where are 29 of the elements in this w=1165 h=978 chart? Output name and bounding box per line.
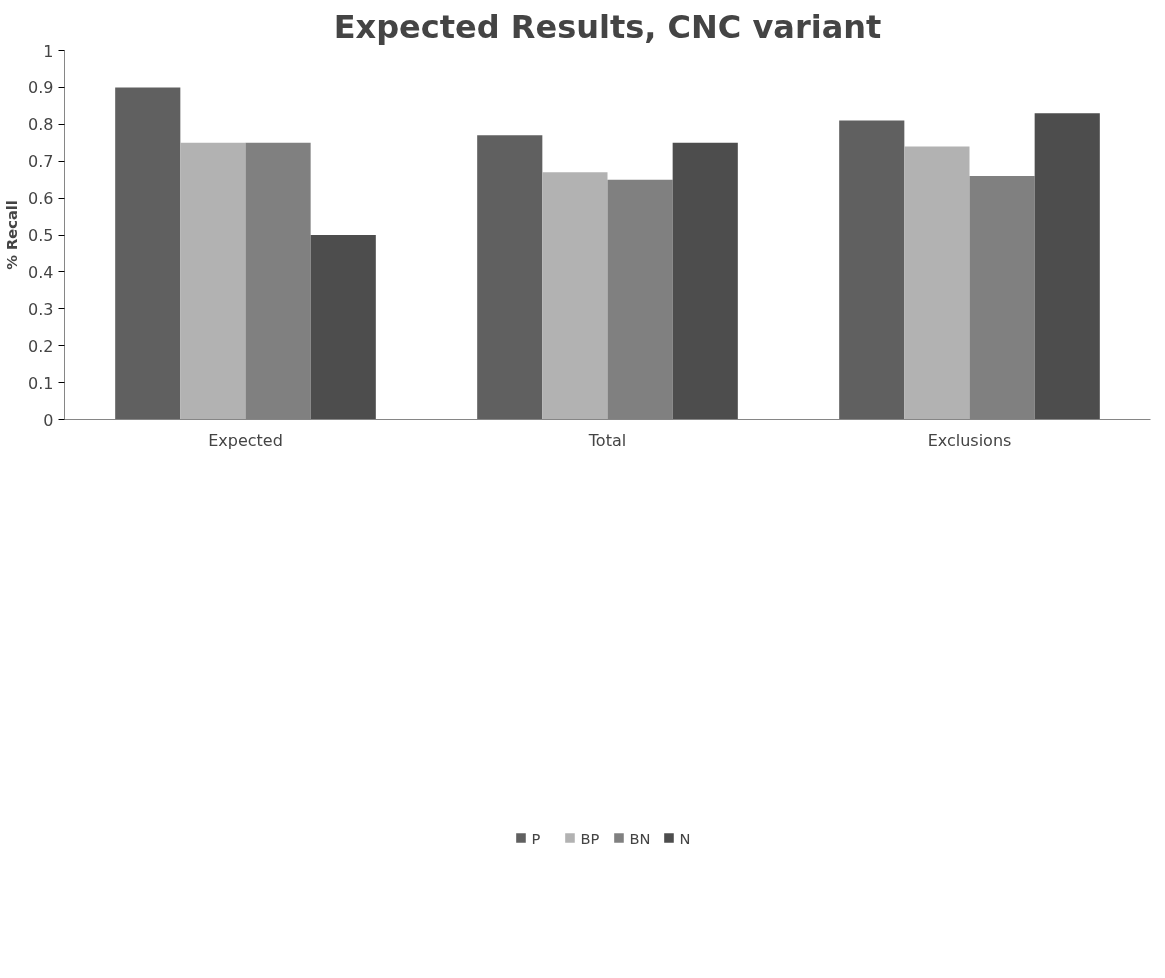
y-tick-label: 1	[43, 41, 54, 61]
x-tick-label: Expected	[208, 430, 283, 450]
y-tick-label: 0.1	[28, 373, 54, 393]
bar	[1034, 113, 1100, 420]
bar	[839, 120, 905, 420]
bar	[542, 172, 608, 420]
y-tick-label: 0.2	[28, 336, 54, 356]
legend-label: BP	[580, 829, 601, 847]
x-tick-label: Exclusions	[927, 430, 1012, 450]
y-tick-label: 0.6	[28, 189, 54, 209]
chart-title: Expected Results, CNC variant	[333, 7, 882, 46]
bar	[180, 142, 246, 420]
legend-label: P	[531, 829, 542, 847]
bar	[310, 235, 376, 420]
y-axis-title: % Recall	[3, 200, 21, 270]
bar	[672, 142, 738, 420]
y-tick-label: 0.9	[28, 78, 54, 98]
y-tick-label: 0.4	[28, 262, 54, 282]
x-tick-label: Total	[587, 430, 627, 450]
bar	[115, 87, 181, 420]
legend-label: BN	[629, 829, 651, 847]
y-tick-label: 0.3	[28, 299, 54, 319]
y-tick-label: 0.8	[28, 115, 54, 135]
bar	[904, 146, 970, 420]
legend-label: N	[679, 829, 692, 847]
y-tick-label: 0.5	[28, 226, 54, 245]
y-tick-label: 0.7	[28, 152, 54, 172]
y-tick-label: 0	[43, 410, 54, 430]
bar	[477, 135, 543, 420]
